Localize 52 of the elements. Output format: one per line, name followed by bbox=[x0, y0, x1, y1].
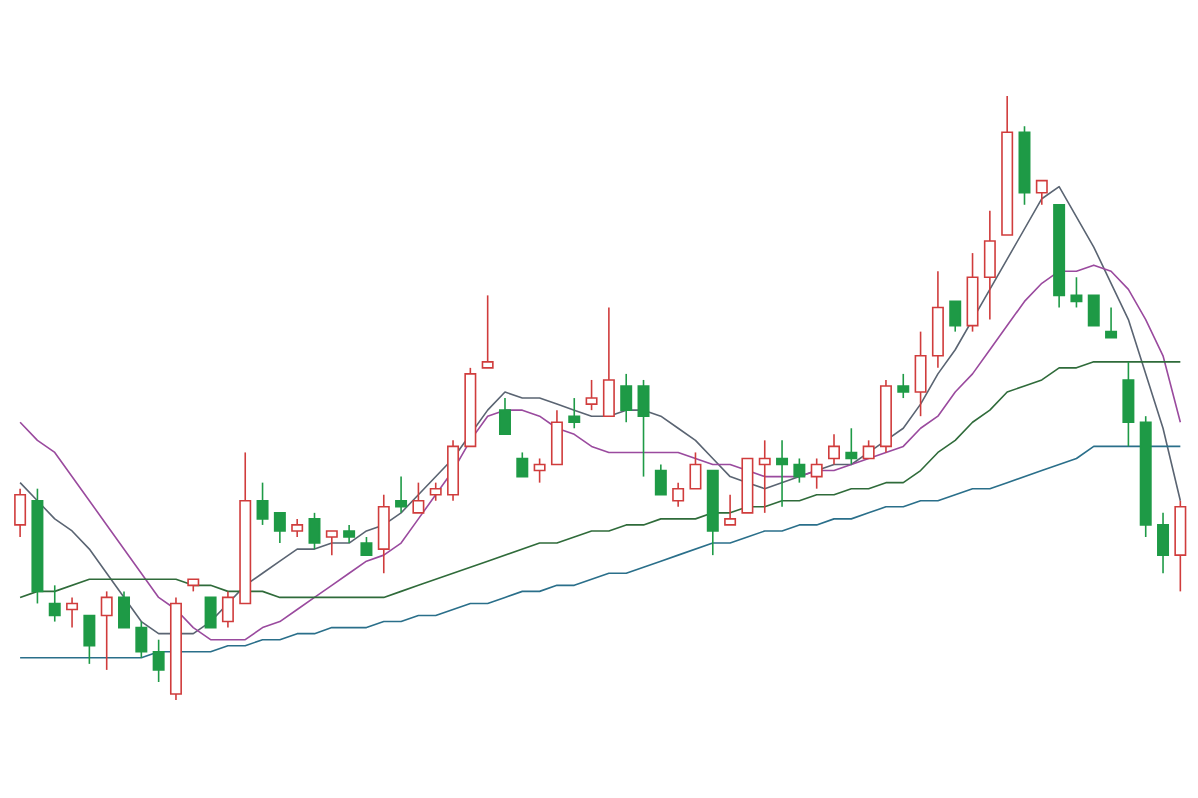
candlestick bbox=[585, 379, 598, 411]
candlestick bbox=[550, 409, 563, 466]
candlestick bbox=[793, 457, 806, 484]
candlestick bbox=[828, 433, 840, 466]
candlestick bbox=[897, 373, 910, 399]
candlestick bbox=[291, 518, 304, 538]
candlestick bbox=[776, 439, 789, 508]
candlestick bbox=[152, 638, 165, 683]
candlestick bbox=[66, 596, 79, 629]
candlestick bbox=[983, 210, 996, 321]
candlestick bbox=[481, 294, 494, 369]
candlestick bbox=[758, 439, 771, 514]
candlestick bbox=[1157, 512, 1170, 575]
candlestick bbox=[412, 481, 425, 514]
candlestick bbox=[602, 306, 615, 417]
candlestick bbox=[273, 512, 286, 544]
candlestick bbox=[1122, 361, 1135, 448]
candlestick bbox=[533, 457, 546, 484]
candlestick bbox=[204, 596, 217, 629]
candlestick bbox=[949, 300, 962, 333]
candlestick bbox=[325, 530, 338, 556]
candlestick bbox=[395, 475, 408, 514]
candlestick bbox=[1105, 306, 1118, 339]
candlestick bbox=[83, 614, 96, 665]
candlestick bbox=[498, 397, 511, 436]
candlestick bbox=[689, 451, 702, 490]
candlestick bbox=[100, 590, 113, 671]
candlestick bbox=[1035, 179, 1048, 206]
candlestick bbox=[256, 481, 269, 526]
candlestick bbox=[343, 524, 356, 544]
candlestick bbox=[654, 463, 667, 496]
candlestick bbox=[516, 451, 529, 478]
candlestick bbox=[724, 493, 737, 526]
candlestick bbox=[48, 584, 61, 623]
candlestick bbox=[810, 457, 823, 490]
candlestick bbox=[637, 379, 650, 478]
candlestick bbox=[845, 427, 858, 466]
candlestick bbox=[118, 590, 131, 629]
candlestick bbox=[1070, 276, 1083, 309]
candlestick bbox=[14, 487, 27, 538]
candlestick bbox=[377, 493, 390, 575]
candlestick bbox=[568, 397, 581, 430]
candlestick bbox=[429, 481, 442, 502]
candlestick bbox=[360, 536, 373, 556]
candlestick bbox=[620, 373, 633, 424]
candlestick bbox=[1087, 294, 1100, 327]
candlestick bbox=[135, 620, 148, 659]
candlestick bbox=[914, 330, 927, 417]
candlestick bbox=[862, 439, 875, 460]
candlestick bbox=[672, 481, 685, 508]
candlestick bbox=[308, 512, 321, 550]
candlestick bbox=[221, 590, 234, 629]
